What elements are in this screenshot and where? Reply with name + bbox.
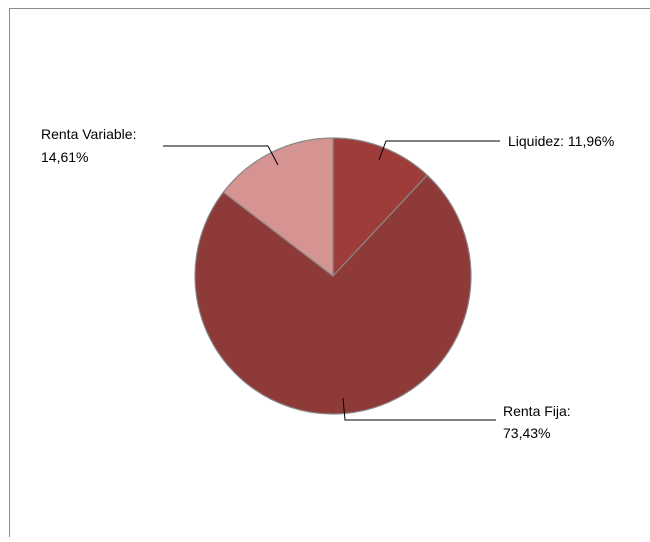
- leader-line-renta-variable: [163, 145, 279, 166]
- data-label-renta-fija-value: 73,43%: [503, 425, 550, 441]
- leader-line-renta-fija: [342, 397, 496, 421]
- pie-slices: [194, 137, 472, 415]
- data-label-liquidez: Liquidez: 11,96%: [508, 133, 614, 149]
- leader-line-liquidez: [378, 140, 500, 161]
- data-label-renta-fija-name: Renta Fija:: [503, 403, 571, 419]
- data-label-renta-variable-value: 14,61%: [41, 149, 88, 165]
- data-label-renta-variable-name: Renta Variable:: [41, 126, 136, 142]
